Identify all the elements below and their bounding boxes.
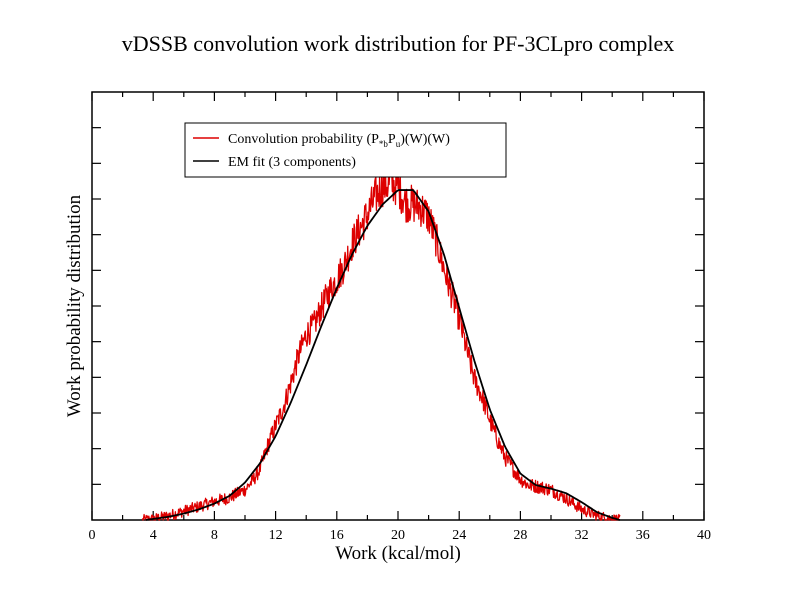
chart-title: vDSSB convolution work distribution for … [122, 31, 674, 56]
x-tick-label: 24 [452, 528, 466, 543]
x-tick-label: 8 [211, 528, 218, 543]
x-tick-label: 40 [697, 528, 711, 543]
series-line-em-fit [145, 189, 621, 521]
y-axis-label: Work probability distribution [64, 194, 85, 417]
x-tick-label: 32 [575, 528, 589, 543]
axis-ticks [91, 92, 705, 520]
x-tick-label: 4 [150, 528, 157, 543]
legend-label-em-fit: EM fit (3 components) [228, 155, 356, 170]
plot-lines [141, 165, 621, 521]
legend-box [184, 122, 507, 178]
x-tick-label: 20 [391, 528, 405, 543]
x-tick-label: 12 [269, 528, 283, 543]
x-tick-label: 0 [89, 528, 96, 543]
series-line-convolution [141, 165, 621, 521]
x-tick-label: 16 [330, 528, 344, 543]
x-tick-label: 28 [513, 528, 527, 543]
x-axis-label: Work (kcal/mol) [335, 543, 461, 564]
x-tick-labels: 0 4 8 12 16 20 24 28 32 36 40 [89, 528, 712, 543]
x-tick-label: 36 [636, 528, 650, 543]
legend: Convolution probability (P*bPu)(W)(W) EM… [184, 122, 507, 178]
legend-label-convolution: Convolution probability (P*bPu)(W)(W) [228, 132, 450, 149]
